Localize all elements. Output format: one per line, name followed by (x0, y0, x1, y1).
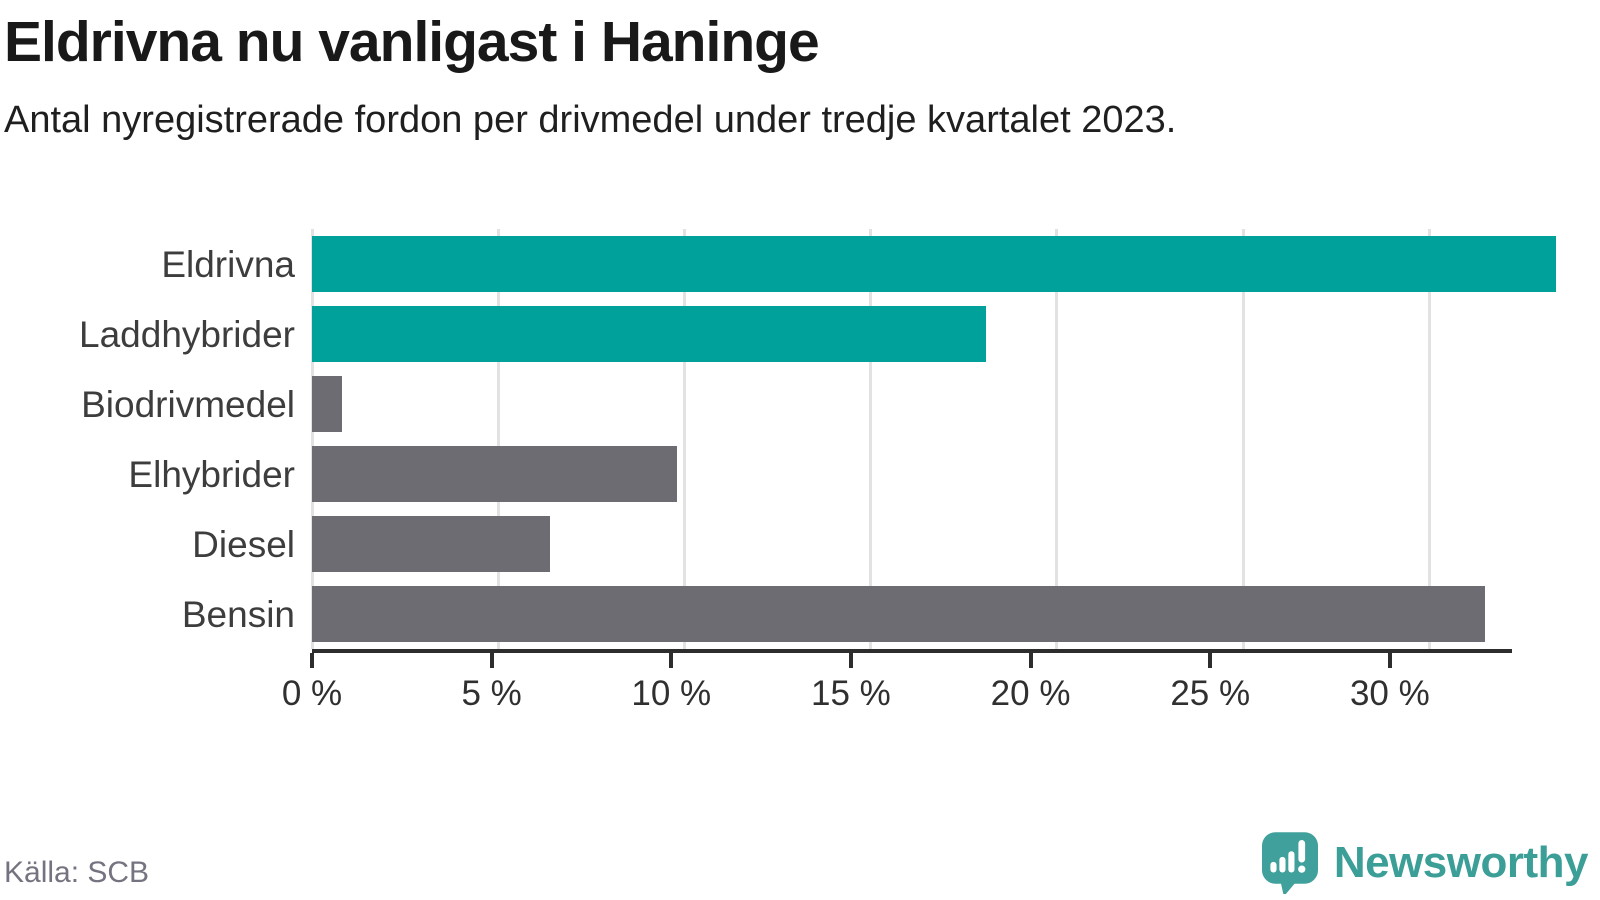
x-axis-tick-label: 30 % (1349, 674, 1430, 714)
chart-row: Biodrivmedel (0, 369, 1556, 439)
bar-track (312, 306, 1556, 363)
x-axis-tick (310, 653, 314, 669)
source-label: Källa: SCB (4, 856, 150, 889)
x-axis-tick (1387, 653, 1392, 669)
bar-diesel (312, 516, 551, 573)
category-label: Bensin (181, 593, 295, 635)
gridline-0 (310, 229, 314, 650)
category-label: Biodrivmedel (81, 383, 295, 425)
bar-biodrivmedel (312, 376, 342, 433)
x-axis-tick (669, 653, 674, 669)
category-label: Elhybrider (128, 453, 295, 495)
gridline-15 (869, 229, 873, 650)
category-label: Diesel (192, 523, 295, 565)
category-label: Eldrivna (161, 243, 295, 285)
newsworthy-logo[interactable]: Newsworthy (1261, 832, 1589, 894)
category-label: Laddhybrider (79, 313, 295, 355)
chart-title: Eldrivna nu vanligast i Haninge (4, 10, 820, 74)
bar-chart: Eldrivna Laddhybrider Biodrivmedel Elhybrid… (0, 229, 1600, 729)
gridline-30 (1427, 229, 1431, 650)
grid-layer (310, 229, 1556, 650)
bar-track (312, 376, 1556, 433)
x-axis-tick (848, 653, 853, 669)
chart-row: Eldrivna (0, 229, 1556, 299)
x-axis-tick (489, 653, 494, 669)
x-axis-tick-label: 10 % (631, 674, 712, 714)
x-axis-tick-label: 25 % (1170, 674, 1251, 714)
gridline-5 (496, 229, 500, 650)
chart-row: Laddhybrider (0, 299, 1556, 369)
x-axis-tick-label: 15 % (811, 674, 891, 714)
newsworthy-bubble-chart-icon (1261, 832, 1318, 894)
bar-elhybrider (312, 446, 677, 503)
x-axis-row: 0 % 5 % 10 % 15 % 20 % 25 % 30 % (0, 649, 1556, 729)
chart-subtitle: Antal nyregistrerade fordon per drivmede… (4, 98, 1177, 141)
chart-row: Diesel (0, 509, 1556, 579)
gridline-20 (1055, 229, 1059, 650)
chart-header: Eldrivna nu vanligast i Haninge Antal ny… (0, 0, 1600, 141)
x-axis-area: 0 % 5 % 10 % 15 % 20 % 25 % 30 % (282, 649, 1512, 729)
bar-track (312, 516, 1556, 573)
bar-track (312, 446, 1556, 503)
bar-bensin (312, 586, 1486, 643)
x-axis-tick-label: 0 % (281, 674, 343, 714)
x-axis-tick-label: 20 % (990, 674, 1071, 714)
bar-eldrivna (312, 236, 1556, 293)
x-axis-tick-label: 5 % (461, 674, 522, 714)
bar-laddhybrider (312, 306, 987, 363)
x-axis-spacer (0, 649, 312, 729)
chart-rows: Eldrivna Laddhybrider Biodrivmedel Elhybrid… (0, 229, 1556, 649)
gridline-25 (1241, 229, 1245, 650)
gridline-10 (682, 229, 686, 650)
chart-row: Bensin (0, 579, 1556, 649)
chart-row: Elhybrider (0, 439, 1556, 509)
x-axis-tick (1028, 653, 1033, 669)
bar-track (312, 236, 1556, 293)
bar-track (312, 586, 1556, 643)
newsworthy-wordmark: Newsworthy (1333, 838, 1589, 887)
x-axis-tick (1208, 653, 1213, 669)
